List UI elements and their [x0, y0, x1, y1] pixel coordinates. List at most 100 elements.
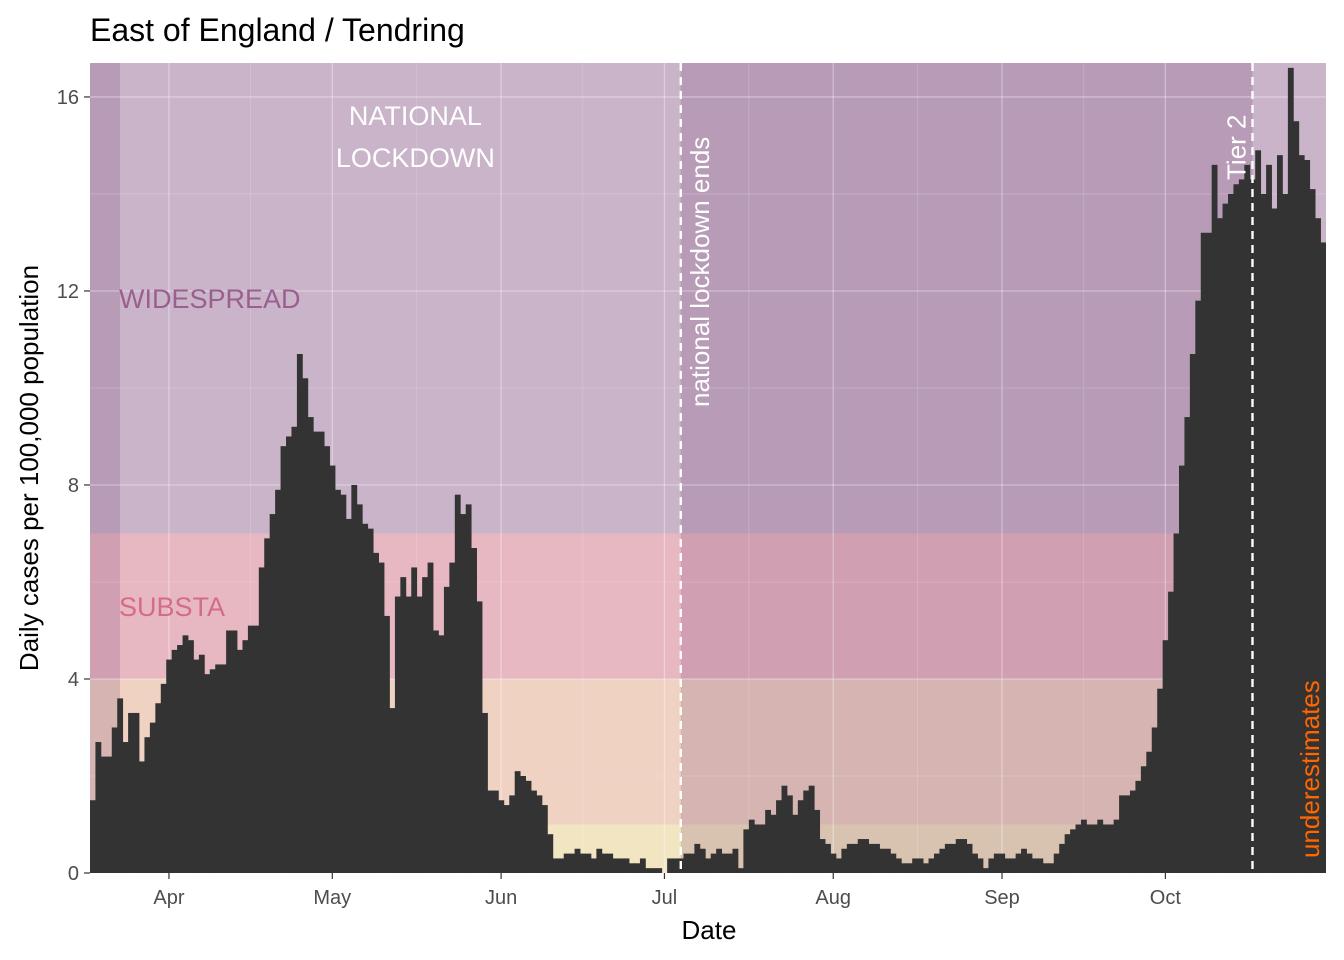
- bar: [743, 829, 750, 873]
- bar: [972, 853, 978, 873]
- bar: [111, 727, 118, 873]
- bar: [639, 858, 646, 873]
- bar: [1287, 67, 1294, 873]
- bar: [139, 761, 145, 873]
- bar: [781, 785, 788, 873]
- bar: [188, 640, 194, 873]
- bar: [656, 868, 663, 873]
- bar: [313, 431, 320, 873]
- bar: [160, 683, 167, 873]
- bar: [155, 703, 162, 873]
- bar: [705, 858, 712, 873]
- bar: [683, 853, 690, 873]
- bar: [106, 756, 113, 873]
- bar: [1124, 795, 1131, 873]
- bar: [1309, 189, 1316, 873]
- bar: [362, 523, 369, 873]
- bar: [1189, 354, 1196, 873]
- bar: [487, 790, 494, 873]
- bar: [596, 848, 603, 873]
- bar: [612, 858, 619, 873]
- bar: [830, 853, 837, 873]
- bar: [1037, 858, 1044, 873]
- tier2-label: Tier 2: [1221, 115, 1251, 181]
- bar: [1091, 824, 1098, 873]
- bar: [149, 722, 156, 873]
- bar: [454, 494, 461, 873]
- bar: [1151, 727, 1158, 873]
- bar: [803, 790, 810, 873]
- bar: [1337, 393, 1343, 873]
- bar: [808, 785, 815, 873]
- bar: [394, 596, 401, 873]
- bar: [863, 839, 870, 873]
- bar: [1102, 824, 1109, 873]
- panel-annotations: NATIONAL LOCKDOWN WIDESPREAD SUBSTA nati…: [119, 101, 1325, 858]
- bar: [1146, 751, 1153, 873]
- bar: [1298, 155, 1305, 873]
- bar: [906, 863, 913, 873]
- bar: [1015, 853, 1022, 873]
- bar: [286, 436, 292, 873]
- bar: [852, 843, 859, 873]
- bar: [291, 426, 298, 873]
- bar: [1031, 858, 1038, 873]
- bar: [792, 814, 799, 873]
- bar: [1010, 858, 1017, 873]
- bar: [1315, 218, 1321, 873]
- chart-title: East of England / Tendring: [90, 12, 465, 48]
- bar: [258, 567, 265, 873]
- bar: [629, 863, 635, 873]
- y-axis: 0 4 8 12 16: [57, 87, 90, 885]
- bar: [177, 645, 183, 873]
- x-tick-label: Sep: [984, 887, 1020, 909]
- bar: [520, 775, 526, 873]
- bar: [449, 562, 456, 873]
- bar: [1086, 824, 1093, 873]
- bar: [765, 809, 772, 873]
- bar: [1260, 193, 1267, 873]
- x-tick-label: May: [313, 887, 351, 909]
- bar: [574, 848, 581, 873]
- bar: [672, 858, 679, 873]
- bar: [580, 853, 586, 873]
- bar: [166, 659, 173, 873]
- bar: [318, 431, 325, 873]
- bar: [786, 795, 793, 873]
- bar: [237, 649, 243, 873]
- bar: [335, 489, 341, 873]
- y-tick-label: 12: [57, 281, 79, 303]
- bar: [503, 805, 510, 873]
- bar: [198, 654, 205, 873]
- bar: [367, 528, 374, 873]
- bar: [1140, 766, 1147, 873]
- bar: [193, 659, 200, 873]
- bar: [498, 800, 505, 873]
- bar: [1211, 164, 1218, 873]
- bar: [1293, 121, 1300, 873]
- widespread-label: WIDESPREAD: [119, 284, 301, 314]
- bar: [1064, 834, 1071, 873]
- bar: [1042, 863, 1049, 873]
- bar: [531, 790, 537, 873]
- bar: [933, 853, 940, 873]
- bar: [242, 640, 249, 873]
- bar: [525, 780, 532, 873]
- bar: [977, 858, 984, 873]
- bar: [351, 484, 358, 873]
- bar: [868, 843, 875, 873]
- bar: [1326, 281, 1332, 873]
- bar: [1217, 218, 1223, 873]
- bar: [623, 858, 630, 873]
- bar: [1200, 232, 1207, 873]
- bar: [1113, 819, 1120, 873]
- bar: [835, 858, 842, 873]
- bar: [754, 824, 761, 873]
- bar: [988, 858, 995, 873]
- bar: [857, 839, 864, 873]
- bar: [547, 834, 554, 873]
- bar: [476, 601, 483, 873]
- bar: [482, 712, 488, 873]
- bar: [650, 868, 657, 873]
